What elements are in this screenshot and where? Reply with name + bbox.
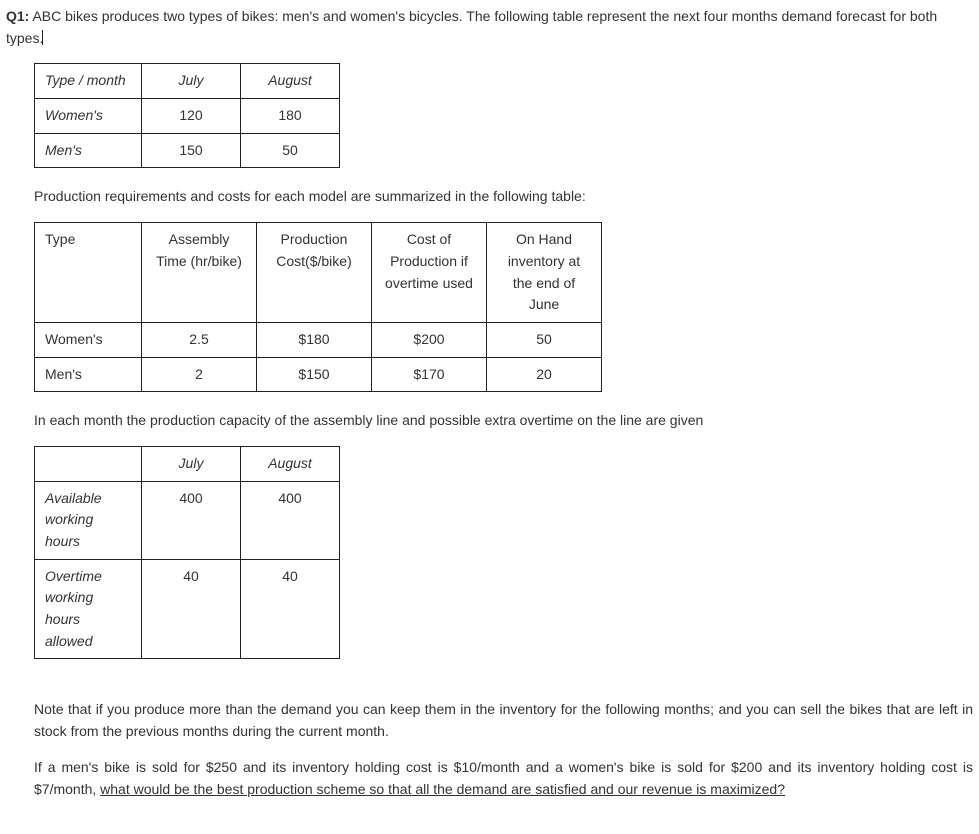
- cap-h0: [35, 446, 142, 481]
- demand-r1c2: 180: [241, 99, 340, 134]
- demand-h1: July: [142, 64, 241, 99]
- cap-r1c2: 400: [241, 481, 340, 559]
- cap-h1: July: [142, 446, 241, 481]
- note-paragraph: Note that if you produce more than the d…: [34, 699, 973, 742]
- demand-r2c0: Men's: [35, 133, 142, 168]
- question-intro: Q1: ABC bikes produces two types of bike…: [6, 6, 973, 49]
- para-capacity: In each month the production capacity of…: [34, 410, 973, 432]
- cap-r2c0: Overtime working hours allowed: [35, 559, 142, 659]
- req-r1c4: 50: [487, 322, 602, 357]
- req-r1c0: Women's: [35, 322, 142, 357]
- cap-h2: August: [241, 446, 340, 481]
- final-paragraph: If a men's bike is sold for $250 and its…: [34, 757, 973, 800]
- req-r1c2: $180: [257, 322, 372, 357]
- req-r2c3: $170: [372, 357, 487, 392]
- cap-r2c1: 40: [142, 559, 241, 659]
- demand-r2c2: 50: [241, 133, 340, 168]
- req-h0: Type: [35, 223, 142, 323]
- req-h1: Assembly Time (hr/bike): [142, 223, 257, 323]
- question-label: Q1:: [6, 8, 29, 24]
- demand-table: Type / month July August Women's 120 180…: [34, 63, 340, 168]
- req-r2c2: $150: [257, 357, 372, 392]
- cap-r2c2: 40: [241, 559, 340, 659]
- req-h2: Production Cost($/bike): [257, 223, 372, 323]
- capacity-table: July August Available working hours 400 …: [34, 446, 340, 660]
- demand-r1c0: Women's: [35, 99, 142, 134]
- req-r1c1: 2.5: [142, 322, 257, 357]
- cap-r1c1: 400: [142, 481, 241, 559]
- req-r2c1: 2: [142, 357, 257, 392]
- req-r2c0: Men's: [35, 357, 142, 392]
- text-cursor: [42, 30, 43, 45]
- req-h4: On Hand inventory at the end of June: [487, 223, 602, 323]
- cap-r1c0: Available working hours: [35, 481, 142, 559]
- demand-r2c1: 150: [142, 133, 241, 168]
- req-r1c3: $200: [372, 322, 487, 357]
- final-question: what would be the best production scheme…: [100, 781, 785, 797]
- para-requirements: Production requirements and costs for ea…: [34, 186, 973, 208]
- req-h3: Cost of Production if overtime used: [372, 223, 487, 323]
- req-r2c4: 20: [487, 357, 602, 392]
- requirements-table: Type Assembly Time (hr/bike) Production …: [34, 222, 602, 392]
- demand-h0: Type / month: [35, 64, 142, 99]
- demand-r1c1: 120: [142, 99, 241, 134]
- demand-h2: August: [241, 64, 340, 99]
- question-text: ABC bikes produces two types of bikes: m…: [6, 8, 937, 46]
